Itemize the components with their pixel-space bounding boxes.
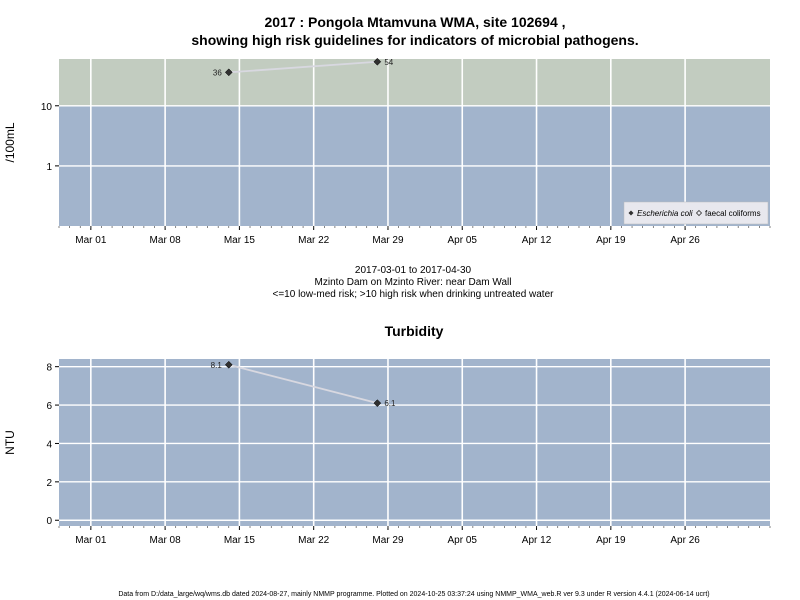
data-point [373,399,382,408]
y-tick-label: 2 [46,478,52,489]
y-tick-label: 1 [46,162,52,173]
x-tick-label: Mar 29 [372,235,404,246]
series-line [228,363,378,405]
y-axis-label: /100mL [3,122,17,162]
page-title-line1: 2017 : Pongola Mtamvuna WMA, site 102694… [264,14,565,30]
x-tick-label: Mar 22 [298,535,330,546]
turbidity-panel: Mar 01 Mar 08 Mar 15 Mar 22 Mar 29 Apr 05 Apr … [3,359,771,546]
data-label: 6.1 [384,399,396,408]
x-tick-label: Apr 26 [670,535,700,546]
x-tick-label: Apr 26 [670,235,700,246]
y-tick-label: 6 [46,401,52,412]
x-tick-label: Apr 12 [522,535,552,546]
x-tick-label: Mar 22 [298,235,330,246]
x-tick-label: Apr 12 [522,235,552,246]
page-title-line2: showing high risk guidelines for indicat… [191,32,638,48]
ecoli-panel: Mar 01 Mar 08 Mar 15 Mar 22 Mar 29 Apr 05 Apr … [3,57,771,246]
turbidity-title: Turbidity [385,323,444,339]
legend-marker-faecal [695,209,703,217]
data-point [373,57,382,66]
subtitle-site: Mzinto Dam on Mzinto River: near Dam Wal… [315,277,512,288]
data-label: 54 [384,58,393,67]
subtitle-date-range: 2017-03-01 to 2017-04-30 [355,265,472,276]
y-tick-label: 4 [46,439,52,450]
x-tick-label: Apr 19 [596,535,626,546]
x-tick-label: Mar 01 [75,535,107,546]
legend-marker-ecoli [628,210,634,216]
x-tick-label: Mar 08 [150,235,182,246]
x-tick-label: Mar 29 [372,535,404,546]
subtitle-risk-note: <=10 low-med risk; >10 high risk when dr… [273,289,555,300]
footer-note: Data from D:/data_large/wq/wms.db dated … [118,591,709,598]
high-risk-band [59,59,770,106]
legend-label-ecoli: Escherichia coli [637,209,693,218]
x-tick-label: Mar 15 [224,235,256,246]
x-tick-label: Mar 01 [75,235,107,246]
data-label: 36 [213,68,222,77]
x-tick-label: Mar 08 [150,535,182,546]
x-tick-label: Apr 19 [596,235,626,246]
y-tick-label: 0 [46,516,52,527]
x-tick-label: Mar 15 [224,535,256,546]
data-point [224,360,233,369]
panel-background [59,359,770,526]
y-axis-label: NTU [3,430,17,455]
data-label: 8.1 [211,361,223,370]
x-tick-label: Apr 05 [448,535,478,546]
data-point [224,68,233,77]
y-tick-label: 10 [41,102,53,113]
legend-label-faecal: faecal coliforms [705,209,761,218]
x-tick-label: Apr 05 [448,235,478,246]
y-tick-label: 8 [46,363,52,374]
series-line [228,60,378,74]
